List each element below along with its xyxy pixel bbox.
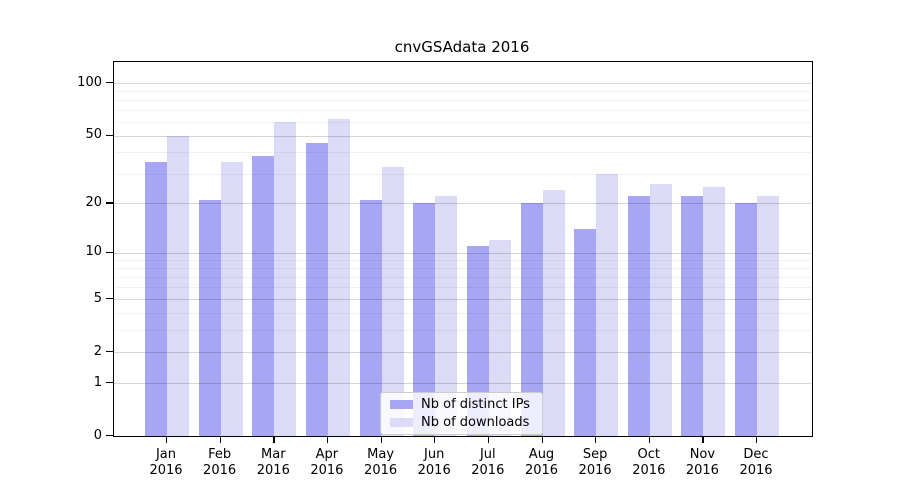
x-tick-label-jul: Jul 2016 bbox=[471, 447, 505, 478]
x-tick-mark-aug bbox=[541, 437, 543, 443]
legend: Nb of distinct IPs Nb of downloads bbox=[380, 392, 543, 435]
gridline-minor-60 bbox=[114, 121, 812, 123]
gridline-minor-3 bbox=[114, 330, 812, 331]
bar-downloads-mar bbox=[274, 121, 297, 436]
legend-item-distinct-ips: Nb of distinct IPs bbox=[390, 397, 542, 412]
bar-ips-nov bbox=[681, 196, 704, 436]
x-tick-mark-dec bbox=[756, 437, 758, 443]
y-tick-label-5: 5 bbox=[93, 290, 102, 306]
x-tick-label-dec: Dec 2016 bbox=[739, 447, 773, 478]
bar-downloads-jun bbox=[435, 196, 458, 436]
bar-downloads-oct bbox=[649, 184, 672, 436]
x-tick-mark-nov bbox=[702, 437, 704, 443]
x-tick-mark-jul bbox=[487, 437, 490, 443]
chart-title: cnvGSAdata 2016 bbox=[394, 38, 530, 56]
bar-ips-mar bbox=[252, 156, 275, 436]
legend-item-downloads: Nb of downloads bbox=[390, 415, 542, 430]
x-tick-label-nov: Nov 2016 bbox=[685, 447, 719, 478]
gridline-major-50 bbox=[114, 135, 812, 137]
gridline-minor-6 bbox=[114, 287, 812, 289]
bar-downloads-jan bbox=[167, 135, 189, 436]
gridline-minor-30 bbox=[114, 173, 812, 175]
bar-downloads-may bbox=[381, 166, 404, 436]
x-tick-mark-apr bbox=[326, 437, 329, 443]
bar-ips-aug bbox=[520, 203, 543, 436]
gridline-minor-40 bbox=[114, 152, 812, 154]
y-tick-label-100: 100 bbox=[77, 74, 102, 90]
x-tick-mark-oct bbox=[648, 437, 651, 443]
gridline-minor-9 bbox=[114, 260, 812, 261]
y-tick-mark-0 bbox=[106, 435, 113, 437]
bar-downloads-nov bbox=[703, 187, 726, 436]
y-tick-mark-50 bbox=[106, 134, 113, 136]
gridline-minor-70 bbox=[114, 110, 812, 112]
gridline-minor-80 bbox=[114, 100, 812, 102]
x-tick-label-oct: Oct 2016 bbox=[632, 447, 666, 478]
gridline-major-2 bbox=[114, 352, 812, 353]
x-tick-mark-may bbox=[380, 437, 382, 443]
bar-ips-feb bbox=[198, 199, 221, 436]
gridline-major-5 bbox=[114, 299, 812, 300]
gridline-major-100 bbox=[114, 83, 812, 85]
y-tick-mark-5 bbox=[106, 298, 113, 300]
x-tick-label-apr: Apr 2016 bbox=[310, 447, 344, 478]
gridline-major-1 bbox=[114, 383, 812, 384]
x-tick-label-mar: Mar 2016 bbox=[256, 447, 290, 478]
gridline-minor-8 bbox=[114, 268, 812, 270]
bar-ips-apr bbox=[305, 143, 328, 436]
x-tick-mark-jan bbox=[166, 437, 168, 443]
bar-downloads-aug bbox=[542, 190, 565, 436]
bar-ips-may bbox=[359, 199, 382, 436]
y-tick-label-1: 1 bbox=[93, 374, 102, 390]
legend-label-downloads: Nb of downloads bbox=[421, 415, 530, 430]
y-tick-mark-1 bbox=[106, 382, 113, 384]
x-tick-label-jan: Jan 2016 bbox=[149, 447, 183, 478]
y-tick-label-50: 50 bbox=[85, 127, 102, 142]
bar-ips-oct bbox=[627, 196, 650, 436]
gridline-major-20 bbox=[114, 203, 812, 205]
bar-downloads-apr bbox=[327, 119, 350, 436]
y-tick-label-2: 2 bbox=[93, 343, 102, 359]
legend-swatch-distinct-ips bbox=[390, 400, 413, 409]
bar-downloads-feb bbox=[220, 162, 243, 436]
y-tick-label-0: 0 bbox=[93, 427, 102, 443]
gridline-minor-90 bbox=[114, 91, 812, 93]
bar-ips-jan bbox=[145, 162, 167, 436]
x-tick-label-aug: Aug 2016 bbox=[524, 447, 559, 478]
y-tick-label-20: 20 bbox=[85, 194, 102, 210]
x-tick-label-jun: Jun 2016 bbox=[417, 447, 451, 478]
bar-ips-sep bbox=[574, 229, 597, 436]
bar-downloads-dec bbox=[757, 196, 779, 436]
x-tick-label-sep: Sep 2016 bbox=[578, 447, 612, 478]
plot-area bbox=[113, 61, 813, 437]
legend-swatch-downloads bbox=[390, 418, 413, 427]
x-tick-mark-jun bbox=[434, 437, 436, 443]
y-tick-mark-100 bbox=[106, 82, 113, 84]
y-tick-label-10: 10 bbox=[85, 244, 102, 260]
x-tick-label-may: May 2016 bbox=[364, 447, 398, 478]
gridline-minor-4 bbox=[114, 313, 812, 314]
x-tick-mark-mar bbox=[273, 437, 275, 443]
x-tick-mark-sep bbox=[595, 437, 597, 443]
legend-label-distinct-ips: Nb of distinct IPs bbox=[421, 397, 530, 412]
bar-ips-jun bbox=[413, 203, 436, 436]
y-tick-mark-10 bbox=[106, 251, 113, 253]
x-tick-mark-feb bbox=[219, 437, 221, 443]
y-tick-mark-2 bbox=[106, 351, 113, 353]
x-tick-label-feb: Feb 2016 bbox=[203, 447, 237, 478]
bar-downloads-jul bbox=[488, 239, 511, 436]
bar-ips-jul bbox=[466, 246, 489, 436]
gridline-minor-7 bbox=[114, 277, 812, 279]
y-tick-mark-20 bbox=[106, 202, 113, 204]
bar-ips-dec bbox=[735, 203, 757, 436]
gridline-major-10 bbox=[114, 252, 812, 254]
bar-downloads-sep bbox=[596, 173, 619, 436]
